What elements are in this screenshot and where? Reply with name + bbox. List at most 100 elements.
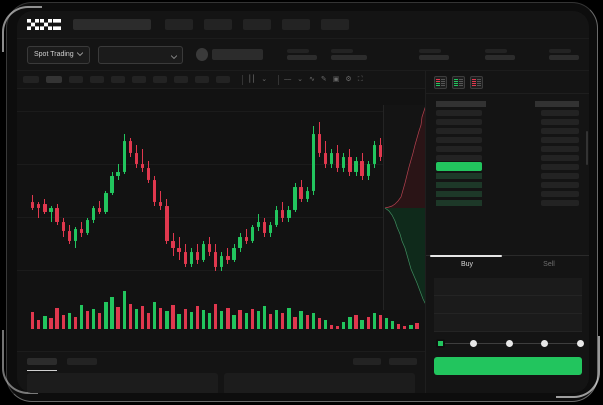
timeframe-1[interactable] [23,76,39,83]
slider-handle[interactable] [436,339,445,348]
candle-body [104,192,108,213]
nav-item-1[interactable] [165,19,193,30]
ob-mode-buy-icon[interactable] [452,76,465,89]
nav-item-3[interactable] [243,19,271,30]
ob-row-bid-3[interactable] [426,189,589,198]
orders-panel-content [17,365,425,393]
chart-type-icon[interactable]: ⎮⎮ [248,76,256,83]
candle-body [329,152,334,165]
chart-gridline [17,270,425,271]
ob-row-bid-4[interactable] [426,198,589,207]
search-input[interactable] [73,19,151,30]
nav-item-2[interactable] [204,19,232,30]
line-tool-icon[interactable]: ∿ [309,76,315,83]
candle-body [293,187,297,211]
amount-percent-slider[interactable] [436,339,584,349]
nav-item-5[interactable] [321,19,349,30]
timeframe-3[interactable] [69,76,83,83]
timeframe-9[interactable] [195,76,209,83]
tab-buy[interactable]: Buy [460,261,474,268]
volume-bar [207,313,212,329]
ob-mode-both-icon[interactable] [434,76,447,89]
ob-row-last-price[interactable] [426,162,589,171]
candle-body [299,187,303,199]
slider-step-25[interactable] [470,340,477,347]
screen: Spot Trading [17,11,589,393]
candle-body [43,204,47,213]
timeframe-8[interactable] [174,76,188,83]
order-book-scrollbar[interactable] [586,131,588,165]
settings-icon[interactable]: ⚙ [345,76,352,83]
nav-item-4[interactable] [282,19,310,30]
market-type-dropdown[interactable]: Spot Trading [27,45,90,64]
ob-row-ask-2[interactable] [426,117,589,126]
volume-bar [110,297,114,329]
order-book-panel: Buy Sell [425,71,589,393]
coin-icon [195,48,209,61]
price-input[interactable] [434,278,582,296]
order-book-depth-chart [383,105,425,310]
stat-value [549,55,579,60]
timeframe-7[interactable] [153,76,167,83]
volume-series [17,287,425,333]
timeframe-2[interactable] [46,76,62,83]
ob-row-bid-2[interactable] [426,180,589,189]
pencil-icon[interactable]: ✎ [320,76,327,83]
stat-value [485,55,515,60]
toolbar-divider [278,74,280,85]
volume-bar [305,315,309,329]
price-chart[interactable] [17,89,425,351]
stat-label [287,49,309,53]
ob-mode-sell-icon[interactable] [470,76,483,89]
slider-step-100[interactable] [577,340,584,347]
ob-row-ask-4[interactable] [426,135,589,144]
volume-bar [275,310,279,329]
market-type-label: Spot Trading [34,51,74,58]
tab-sell[interactable]: Sell [543,261,555,268]
candle-body [372,145,376,165]
tab-open-orders[interactable] [27,358,57,371]
indicator-chevron-icon[interactable]: ⌄ [297,76,304,83]
timeframe-4[interactable] [90,76,104,83]
bottom-content-box-left[interactable] [27,373,218,393]
timeframe-5[interactable] [111,76,125,83]
top-navigation-bar [17,11,589,39]
timeframe-6[interactable] [132,76,146,83]
candle-body [268,225,273,234]
indicator-icon[interactable]: ⎯⎯ [284,76,292,83]
ob-col-price [436,100,486,107]
tab-order-history[interactable] [67,358,97,365]
candle-body [207,244,212,253]
candle-body [195,252,200,260]
bottom-content-box-right[interactable] [224,373,415,393]
ob-row-ask-3[interactable] [426,126,589,135]
volume-bar [183,308,187,329]
candle-body [165,206,169,241]
total-input[interactable] [434,314,582,332]
candle-body [232,248,236,260]
amount-input[interactable] [434,296,582,314]
ob-row-ask-1[interactable] [426,108,589,117]
camera-icon[interactable]: ▣ [332,76,340,83]
buy-submit-button[interactable] [434,357,582,375]
candle-body [348,156,352,172]
ob-row-ask-6[interactable] [426,153,589,162]
bottom-action-1[interactable] [353,358,381,365]
slider-step-50[interactable] [506,340,513,347]
ob-row-bid-1[interactable] [426,171,589,180]
slider-step-75[interactable] [541,340,548,347]
chart-type-chevron-icon[interactable]: ⌄ [261,76,268,83]
trading-pair-select[interactable] [97,45,183,64]
bottom-action-2[interactable] [389,358,417,365]
candle-body [220,255,224,268]
candle-body [49,208,53,213]
fullscreen-icon[interactable]: ⛶ [357,76,363,83]
ob-col-amount [535,100,579,107]
chevron-down-icon [170,46,178,64]
ob-row-ask-5[interactable] [426,144,589,153]
timeframe-10[interactable] [216,76,230,83]
candle-body [336,152,340,169]
candle-wick [142,149,143,172]
volume-bar [85,311,90,329]
okx-logo[interactable] [27,19,61,30]
